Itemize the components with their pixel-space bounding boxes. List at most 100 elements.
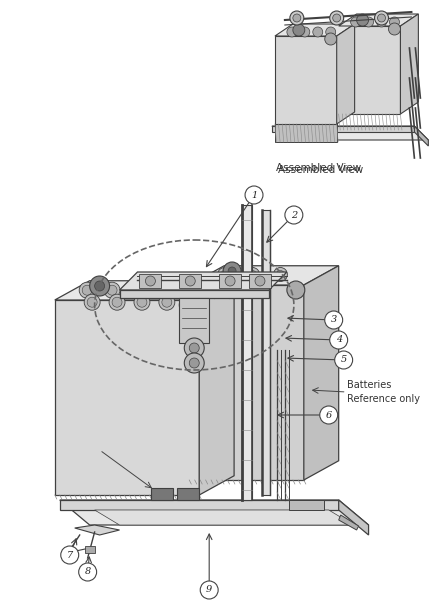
Circle shape [184,338,204,358]
Circle shape [325,33,337,45]
Polygon shape [120,290,269,298]
Circle shape [189,343,199,353]
Circle shape [107,285,117,295]
Circle shape [330,11,344,25]
Polygon shape [55,281,234,300]
Circle shape [220,270,229,278]
Circle shape [146,276,155,286]
Text: 7: 7 [66,551,73,560]
Circle shape [287,281,305,299]
Polygon shape [60,500,339,510]
Polygon shape [189,266,339,285]
Polygon shape [189,285,304,480]
Circle shape [330,331,348,349]
Polygon shape [272,126,414,132]
Circle shape [154,282,170,298]
Bar [151,488,173,500]
Circle shape [335,351,352,369]
Polygon shape [339,14,418,26]
Polygon shape [275,24,355,36]
Bar [177,488,199,500]
Circle shape [109,294,125,310]
Text: 3: 3 [330,315,337,324]
Circle shape [223,262,241,280]
Circle shape [377,17,386,27]
Circle shape [326,27,336,37]
Circle shape [378,14,385,22]
Polygon shape [339,26,400,114]
Circle shape [276,270,284,278]
Polygon shape [337,24,355,124]
Polygon shape [199,281,234,495]
Circle shape [104,282,120,298]
Circle shape [132,285,142,295]
Circle shape [157,285,167,295]
Circle shape [79,563,97,581]
Circle shape [363,17,374,27]
Bar [139,274,161,288]
Bar [219,274,241,288]
Polygon shape [339,515,359,530]
Text: 9: 9 [206,586,213,595]
Circle shape [255,276,265,286]
Polygon shape [272,126,428,140]
Circle shape [249,270,257,278]
Circle shape [95,281,105,291]
Text: 1: 1 [251,191,257,200]
Circle shape [180,295,199,315]
Text: 6: 6 [326,411,332,419]
Text: Batteries
Reference only: Batteries Reference only [347,380,420,404]
Polygon shape [275,124,337,142]
Circle shape [356,14,369,26]
Circle shape [273,267,287,281]
Circle shape [351,17,361,27]
Polygon shape [304,266,339,480]
Polygon shape [120,272,287,290]
Circle shape [159,294,175,310]
Bar [84,546,95,553]
Circle shape [184,353,204,373]
Bar [63,552,73,559]
Polygon shape [262,210,270,495]
Circle shape [185,276,195,286]
Text: 8: 8 [84,567,91,577]
Circle shape [389,17,400,27]
Circle shape [200,581,218,599]
Circle shape [82,285,92,295]
Circle shape [333,14,341,22]
Circle shape [320,406,337,424]
Text: 3-Bar slide is part of
the battery strap
assembly and is shown
for reference onl: 3-Bar slide is part of the battery strap… [60,405,165,451]
Circle shape [61,546,79,564]
Polygon shape [95,510,354,525]
Polygon shape [289,500,324,510]
Circle shape [325,311,343,329]
Polygon shape [339,500,369,535]
Circle shape [228,267,236,275]
Circle shape [137,297,147,307]
Circle shape [293,14,301,22]
Bar [249,274,271,288]
Circle shape [245,186,263,204]
Polygon shape [55,300,199,495]
Text: 2: 2 [291,211,297,220]
Circle shape [134,294,150,310]
Circle shape [90,276,110,296]
Circle shape [129,282,145,298]
Circle shape [285,206,303,224]
Text: Assembled View: Assembled View [278,165,363,175]
Polygon shape [75,525,120,535]
Polygon shape [414,126,428,146]
Polygon shape [400,14,418,114]
Circle shape [374,11,389,25]
Circle shape [287,27,297,37]
Circle shape [184,300,194,310]
Circle shape [87,297,97,307]
Circle shape [79,282,95,298]
Polygon shape [242,205,252,500]
Circle shape [293,24,305,36]
Polygon shape [60,500,369,525]
Circle shape [225,276,235,286]
Circle shape [246,267,260,281]
Text: 5: 5 [341,356,347,364]
Circle shape [112,297,122,307]
